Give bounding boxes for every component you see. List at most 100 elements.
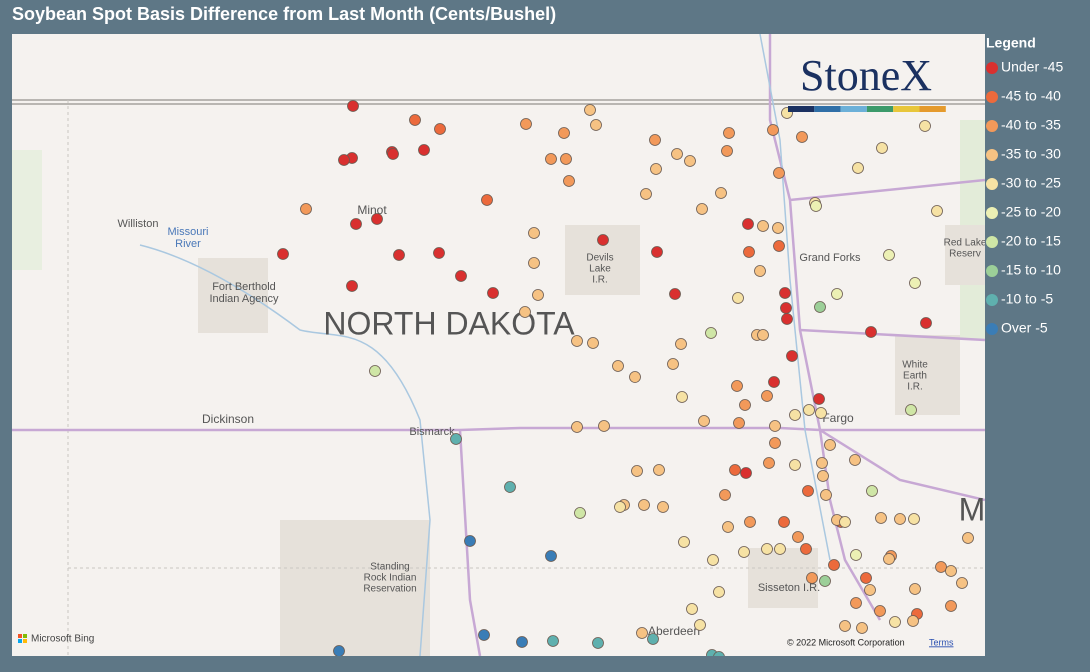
location-dot[interactable] [757, 220, 769, 232]
location-dot[interactable] [519, 306, 531, 318]
location-dot[interactable] [909, 277, 921, 289]
location-dot[interactable] [705, 327, 717, 339]
location-dot[interactable] [740, 467, 752, 479]
location-dot[interactable] [773, 240, 785, 252]
location-dot[interactable] [806, 572, 818, 584]
location-dot[interactable] [346, 280, 358, 292]
location-dot[interactable] [547, 635, 559, 647]
location-dot[interactable] [715, 187, 727, 199]
location-dot[interactable] [686, 603, 698, 615]
location-dot[interactable] [907, 615, 919, 627]
location-dot[interactable] [721, 145, 733, 157]
location-dot[interactable] [560, 153, 572, 165]
location-dot[interactable] [504, 481, 516, 493]
location-dot[interactable] [347, 100, 359, 112]
location-dot[interactable] [839, 620, 851, 632]
location-dot[interactable] [849, 454, 861, 466]
location-dot[interactable] [612, 360, 624, 372]
location-dot[interactable] [481, 194, 493, 206]
location-dot[interactable] [852, 162, 864, 174]
location-dot[interactable] [774, 543, 786, 555]
location-dot[interactable] [761, 390, 773, 402]
location-dot[interactable] [667, 358, 679, 370]
location-dot[interactable] [866, 485, 878, 497]
location-dot[interactable] [598, 420, 610, 432]
location-dot[interactable] [487, 287, 499, 299]
location-dot[interactable] [640, 188, 652, 200]
location-dot[interactable] [931, 205, 943, 217]
location-dot[interactable] [850, 597, 862, 609]
location-dot[interactable] [945, 565, 957, 577]
location-dot[interactable] [713, 651, 725, 663]
location-dot[interactable] [455, 270, 467, 282]
location-dot[interactable] [631, 465, 643, 477]
location-dot[interactable] [371, 213, 383, 225]
location-dot[interactable] [767, 124, 779, 136]
location-dot[interactable] [781, 313, 793, 325]
location-dot[interactable] [614, 501, 626, 513]
location-dot[interactable] [742, 218, 754, 230]
location-dot[interactable] [875, 512, 887, 524]
location-dot[interactable] [678, 536, 690, 548]
location-dot[interactable] [669, 288, 681, 300]
location-dot[interactable] [587, 337, 599, 349]
location-dot[interactable] [744, 516, 756, 528]
location-dot[interactable] [743, 246, 755, 258]
location-dot[interactable] [698, 415, 710, 427]
location-dot[interactable] [694, 619, 706, 631]
location-dot[interactable] [803, 404, 815, 416]
location-dot[interactable] [802, 485, 814, 497]
location-dot[interactable] [571, 335, 583, 347]
location-dot[interactable] [733, 417, 745, 429]
location-dot[interactable] [545, 550, 557, 562]
location-dot[interactable] [277, 248, 289, 260]
location-dot[interactable] [824, 439, 836, 451]
location-dot[interactable] [792, 531, 804, 543]
location-dot[interactable] [418, 144, 430, 156]
location-dot[interactable] [478, 629, 490, 641]
location-dot[interactable] [761, 543, 773, 555]
location-dot[interactable] [450, 433, 462, 445]
location-dot[interactable] [850, 549, 862, 561]
location-dot[interactable] [387, 148, 399, 160]
location-dot[interactable] [464, 535, 476, 547]
location-dot[interactable] [434, 123, 446, 135]
location-dot[interactable] [856, 622, 868, 634]
location-dot[interactable] [945, 600, 957, 612]
location-dot[interactable] [528, 227, 540, 239]
location-dot[interactable] [597, 234, 609, 246]
location-dot[interactable] [831, 288, 843, 300]
location-dot[interactable] [657, 501, 669, 513]
location-dot[interactable] [729, 464, 741, 476]
location-dot[interactable] [876, 142, 888, 154]
location-dot[interactable] [772, 222, 784, 234]
location-dot[interactable] [638, 499, 650, 511]
location-dot[interactable] [839, 516, 851, 528]
location-dot[interactable] [796, 131, 808, 143]
location-dot[interactable] [739, 399, 751, 411]
location-dot[interactable] [763, 457, 775, 469]
location-dot[interactable] [350, 218, 362, 230]
location-dot[interactable] [696, 203, 708, 215]
location-dot[interactable] [908, 513, 920, 525]
location-dot[interactable] [814, 301, 826, 313]
location-dot[interactable] [574, 507, 586, 519]
location-dot[interactable] [676, 391, 688, 403]
location-dot[interactable] [647, 633, 659, 645]
location-dot[interactable] [820, 489, 832, 501]
location-dot[interactable] [707, 554, 719, 566]
location-dot[interactable] [789, 459, 801, 471]
location-dot[interactable] [671, 148, 683, 160]
location-dot[interactable] [722, 521, 734, 533]
location-dot[interactable] [545, 153, 557, 165]
location-dot[interactable] [773, 167, 785, 179]
location-dot[interactable] [800, 543, 812, 555]
location-dot[interactable] [732, 292, 744, 304]
location-dot[interactable] [883, 249, 895, 261]
location-dot[interactable] [786, 350, 798, 362]
location-dot[interactable] [433, 247, 445, 259]
location-dot[interactable] [563, 175, 575, 187]
location-dot[interactable] [962, 532, 974, 544]
location-dot[interactable] [723, 127, 735, 139]
location-dot[interactable] [769, 420, 781, 432]
